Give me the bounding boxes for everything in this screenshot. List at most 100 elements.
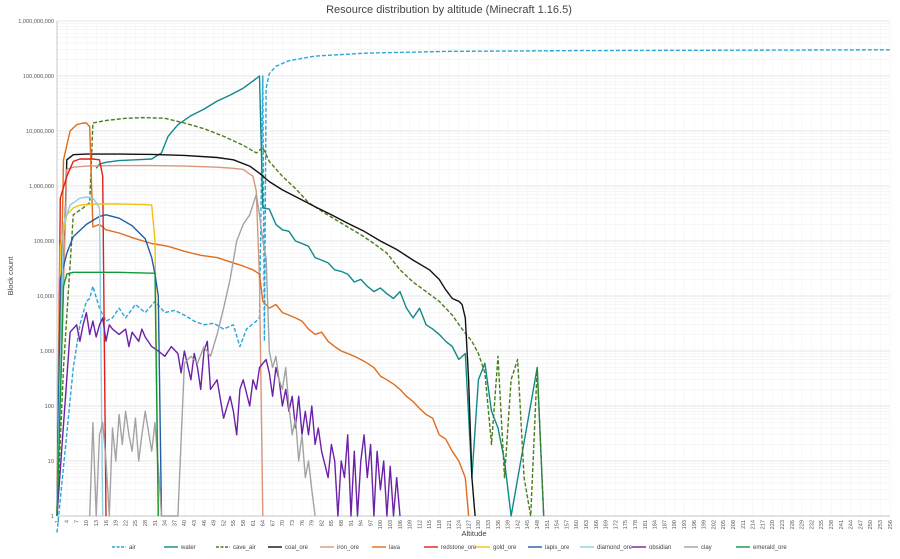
y-tick-label: 10,000,000 — [26, 129, 54, 135]
chart-title: Resource distribution by altitude (Minec… — [326, 4, 572, 16]
x-tick-label: 244 — [849, 520, 855, 529]
x-tick-label: 226 — [790, 520, 796, 529]
series-line-water — [95, 75, 545, 517]
x-tick-label: 208 — [731, 520, 737, 529]
legend-label: clay — [701, 545, 712, 551]
x-tick-label: 196 — [692, 520, 698, 529]
plot-area — [56, 49, 891, 533]
x-tick-label: 220 — [770, 520, 776, 529]
x-tick-label: 106 — [398, 520, 404, 529]
x-tick-label: 136 — [496, 520, 502, 529]
x-tick-label: 85 — [329, 520, 335, 526]
series-line-redstone-ore — [56, 158, 107, 517]
x-tick-label: 55 — [231, 520, 237, 526]
x-tick-label: 88 — [339, 520, 345, 526]
series-line-clay — [89, 193, 316, 517]
x-tick-label: 181 — [643, 520, 649, 529]
x-tick-label: 229 — [800, 520, 806, 529]
y-tick-label: 1,000,000 — [29, 184, 54, 190]
legend-label: coal_ore — [285, 545, 309, 551]
x-tick-label: 10 — [84, 520, 90, 526]
legend-label: iron_ore — [337, 545, 360, 551]
x-tick-label: 235 — [819, 520, 825, 529]
x-tick-label: 19 — [114, 520, 120, 526]
legend-label: redstone_ore — [441, 545, 477, 551]
legend-label: water — [180, 545, 196, 551]
x-tick-label: 142 — [515, 520, 521, 529]
x-tick-label: 52 — [221, 520, 227, 526]
y-axis-ticks: 1 10 100 1,000 10,000 100,000 1,000,000 10,000,… — [18, 19, 54, 520]
x-tick-label: 118 — [437, 520, 443, 529]
y-tick-label: 100,000 — [34, 239, 54, 245]
x-tick-label: 25 — [133, 520, 139, 526]
x-tick-label: 79 — [310, 520, 316, 526]
x-tick-label: 223 — [780, 520, 786, 529]
x-tick-label: 127 — [466, 520, 472, 529]
series-line-cave-air — [56, 116, 545, 517]
x-tick-label: 40 — [182, 520, 188, 526]
y-tick-label: 1,000,000,000 — [18, 19, 54, 25]
x-tick-label: 175 — [623, 520, 629, 529]
x-tick-label: 211 — [741, 520, 747, 529]
x-tick-label: 115 — [427, 520, 433, 529]
x-tick-label: 1 — [55, 520, 61, 523]
x-tick-label: 109 — [408, 520, 414, 529]
x-tick-label: 43 — [192, 520, 198, 526]
x-tick-label: 157 — [564, 520, 570, 529]
x-tick-label: 13 — [94, 520, 100, 526]
x-tick-label: 148 — [535, 520, 541, 529]
x-tick-label: 91 — [349, 520, 355, 526]
x-tick-label: 247 — [858, 520, 864, 529]
x-tick-label: 67 — [270, 520, 276, 526]
legend-label: diamond_ore — [597, 545, 633, 551]
x-axis-label: Altitude — [461, 529, 486, 538]
x-tick-label: 37 — [172, 520, 178, 526]
x-tick-label: 145 — [525, 520, 531, 529]
legend: air water cave_air coal_ore iron_ore lava reds… — [112, 545, 787, 551]
x-tick-label: 22 — [123, 520, 129, 526]
legend-label: emerald_ore — [753, 545, 787, 551]
x-tick-label: 205 — [721, 520, 727, 529]
x-tick-label: 133 — [486, 520, 492, 529]
x-tick-label: 202 — [711, 520, 717, 529]
x-tick-label: 34 — [163, 520, 169, 526]
x-tick-label: 241 — [839, 520, 845, 529]
y-tick-label: 1,000 — [40, 349, 54, 355]
x-tick-label: 178 — [633, 520, 639, 529]
x-tick-label: 154 — [555, 520, 561, 529]
legend-label: gold_ore — [493, 545, 517, 551]
x-tick-label: 64 — [261, 520, 267, 526]
x-tick-label: 76 — [300, 520, 306, 526]
x-tick-label: 97 — [368, 520, 374, 526]
x-tick-label: 217 — [760, 520, 766, 529]
x-tick-label: 61 — [251, 520, 257, 526]
x-tick-label: 4 — [65, 520, 71, 523]
x-tick-label: 58 — [241, 520, 247, 526]
x-tick-label: 163 — [584, 520, 590, 529]
legend-label: lapis_ore — [545, 545, 570, 551]
series-line-coal-ore — [56, 153, 476, 517]
legend-label: cave_air — [233, 545, 256, 551]
x-tick-label: 28 — [143, 520, 149, 526]
series-line-iron-ore — [56, 164, 264, 517]
x-tick-label: 73 — [290, 520, 296, 526]
x-tick-label: 190 — [672, 520, 678, 529]
y-tick-label: 1 — [51, 514, 54, 520]
legend-label: air — [129, 545, 136, 551]
x-tick-label: 253 — [878, 520, 884, 529]
x-tick-label: 169 — [604, 520, 610, 529]
x-tick-label: 100 — [378, 520, 384, 529]
x-tick-label: 160 — [574, 520, 580, 529]
legend-label: lava — [389, 545, 401, 551]
x-tick-label: 256 — [888, 520, 894, 529]
x-tick-label: 31 — [153, 520, 159, 526]
series-line-gold-ore — [56, 203, 159, 517]
x-tick-label: 82 — [319, 520, 325, 526]
x-tick-label: 46 — [202, 520, 208, 526]
legend-label: obsidian — [649, 545, 671, 551]
series-line-diamond-ore — [56, 196, 104, 517]
x-tick-label: 250 — [868, 520, 874, 529]
x-tick-label: 187 — [662, 520, 668, 529]
